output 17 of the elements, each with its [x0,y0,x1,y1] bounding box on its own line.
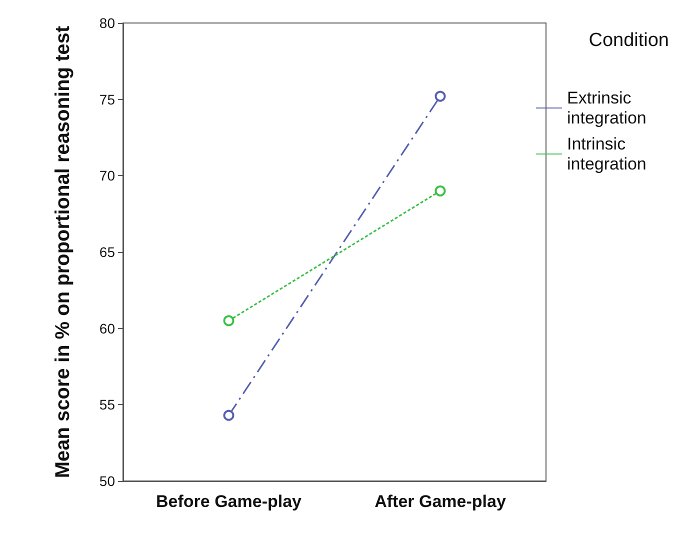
y-tick-label: 75 [99,91,116,108]
x-tick-label: After Game-play [374,492,506,511]
y-tick-label: 60 [99,320,116,336]
point [434,90,446,102]
y-tick-label: 70 [99,168,116,184]
x-tick-label: Before Game-play [156,492,302,511]
point [223,315,234,326]
point [434,185,446,196]
legend-title: Condition [588,30,670,51]
y-tick-label: 80 [99,15,116,31]
legend-label: Intrinsic integration [567,134,646,174]
y-tick-label: 55 [99,396,116,413]
point [223,410,234,421]
legend-label: Extrinsic integration [567,88,646,128]
y-axis-title: Mean score in % on proportional reasoning test [52,26,74,478]
y-tick-label: 65 [99,244,116,260]
y-tick-label: 50 [99,473,116,489]
